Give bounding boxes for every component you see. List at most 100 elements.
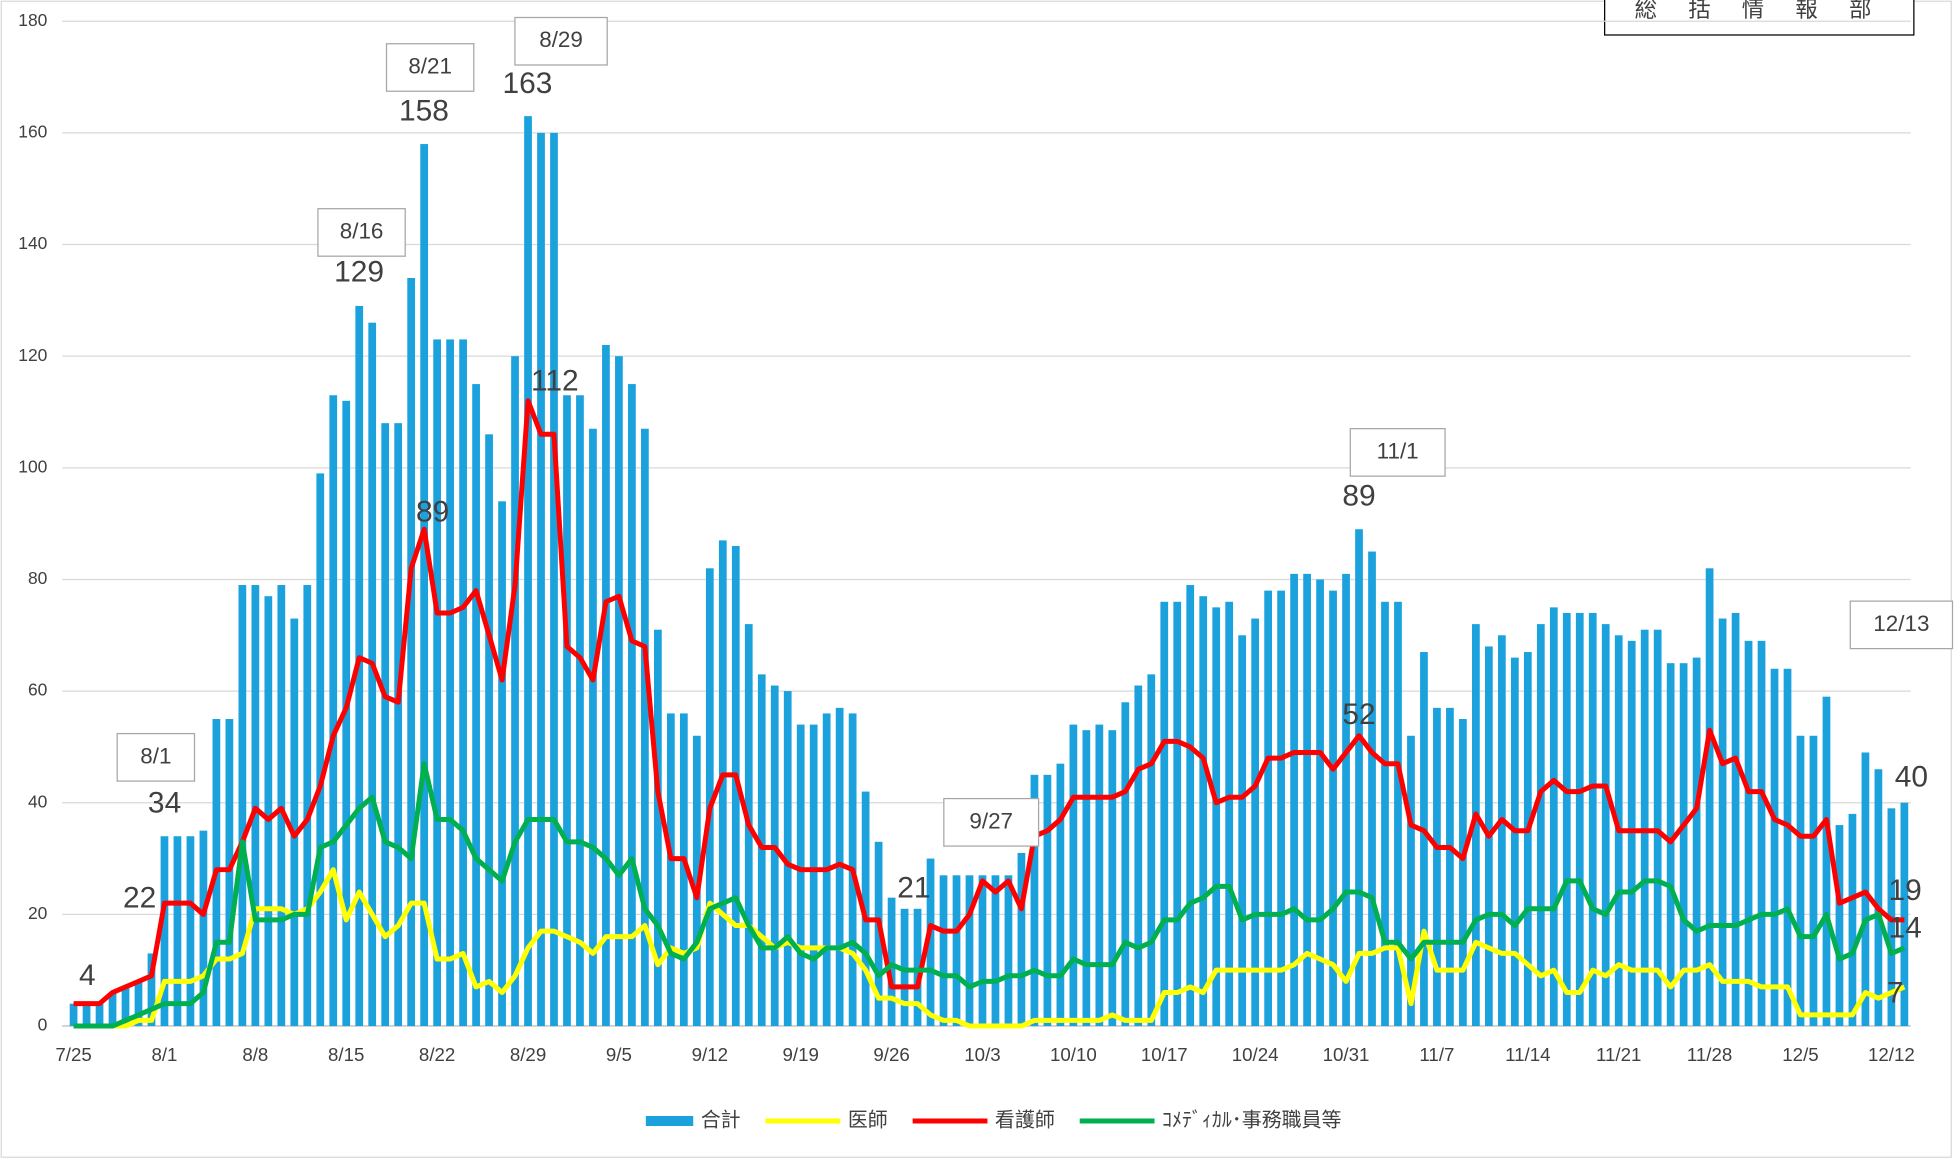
bar: [1874, 769, 1883, 1027]
bar: [1705, 568, 1714, 1027]
bar: [134, 981, 143, 1027]
callout-box: [1849, 600, 1954, 650]
bar: [1329, 590, 1337, 1027]
callout-text: 11/1: [1377, 438, 1419, 463]
bar: [576, 395, 584, 1027]
data-label: 7: [1887, 977, 1904, 1010]
bar: [381, 423, 390, 1027]
bar: [108, 992, 117, 1027]
bar: [1809, 735, 1818, 1027]
bar: [277, 585, 286, 1027]
bar: [1407, 735, 1415, 1027]
bar: [1316, 579, 1324, 1027]
bar: [1004, 875, 1013, 1027]
x-tick-label: 10/17: [1141, 1044, 1188, 1065]
y-tick-label: 120: [18, 345, 47, 365]
data-label: 21: [897, 872, 930, 905]
bar: [524, 116, 532, 1027]
bar: [1394, 601, 1402, 1027]
x-tick-label: 10/10: [1050, 1044, 1097, 1065]
callout-box: [943, 797, 1040, 847]
bar: [1264, 590, 1273, 1027]
header-note: 総 括 情 報 部: [1635, 0, 1884, 22]
bar: [1212, 607, 1221, 1027]
bar: [173, 836, 182, 1027]
bar: [978, 875, 987, 1027]
data-label: 4: [79, 959, 96, 992]
bar: [1472, 624, 1480, 1027]
data-label: 163: [502, 67, 552, 100]
y-tick-label: 180: [18, 10, 47, 30]
bar: [1277, 590, 1285, 1027]
bar: [537, 132, 545, 1027]
bar: [550, 132, 558, 1027]
bar: [809, 724, 818, 1027]
y-tick-label: 0: [38, 1015, 48, 1035]
bar: [420, 144, 429, 1027]
bar: [1355, 529, 1363, 1027]
bar: [1796, 735, 1805, 1027]
data-label: 129: [334, 256, 384, 289]
bar: [1043, 774, 1052, 1027]
bar: [757, 674, 766, 1027]
bar: [82, 1003, 91, 1027]
bar: [1861, 752, 1870, 1027]
callout-text: 9/27: [969, 808, 1013, 833]
callout-text: 8/1: [140, 743, 171, 768]
bar: [1679, 663, 1688, 1027]
bar: [498, 501, 506, 1027]
bar: [1510, 657, 1519, 1027]
bar: [900, 908, 909, 1027]
bar: [459, 339, 467, 1027]
data-label: 19: [1888, 874, 1921, 907]
bar: [718, 540, 727, 1027]
bar: [939, 875, 948, 1027]
bar: [407, 278, 416, 1027]
line: [73, 398, 1905, 1007]
bar: [628, 384, 636, 1027]
y-tick-label: 20: [28, 903, 48, 923]
bar: [1627, 640, 1636, 1027]
bar: [783, 691, 792, 1027]
bar: [1601, 624, 1610, 1027]
bar: [303, 585, 312, 1027]
bar: [225, 719, 234, 1027]
callout-text: 8/16: [340, 218, 384, 243]
bar: [316, 473, 325, 1027]
x-tick-label: 12/5: [1782, 1044, 1818, 1065]
x-tick-label: 11/14: [1505, 1044, 1550, 1065]
data-label: 158: [399, 94, 449, 127]
bar: [238, 585, 247, 1027]
x-tick-label: 7/25: [55, 1044, 91, 1065]
legend-swatch: [645, 1116, 694, 1127]
bar: [1095, 724, 1104, 1027]
x-tick-label: 11/28: [1687, 1044, 1732, 1065]
bar: [1082, 730, 1091, 1027]
callout-box: [1349, 428, 1446, 477]
bar: [1848, 813, 1857, 1027]
x-tick-label: 9/19: [782, 1044, 818, 1065]
bar: [1549, 607, 1558, 1027]
x-tick-label: 8/1: [151, 1044, 177, 1065]
x-tick-label: 12/12: [1868, 1044, 1915, 1065]
bar: [679, 713, 688, 1027]
y-tick-label: 60: [28, 680, 48, 700]
bar: [1459, 719, 1467, 1027]
bar: [1757, 640, 1766, 1027]
bar: [1718, 618, 1727, 1027]
legend-label: ｺﾒﾃﾞｨｶﾙ･事務職員等: [1162, 1108, 1342, 1131]
bar: [95, 1003, 104, 1027]
data-label: 112: [531, 364, 579, 397]
y-tick-label: 100: [18, 456, 47, 476]
bar: [835, 707, 844, 1027]
bar: [1147, 674, 1156, 1027]
line: [73, 867, 1906, 1029]
data-label: 89: [1342, 479, 1375, 512]
data-label: 22: [123, 882, 156, 915]
bar: [199, 830, 208, 1027]
x-tick-label: 9/26: [873, 1044, 909, 1065]
x-tick-label: 8/29: [510, 1044, 546, 1065]
bar: [1238, 635, 1247, 1027]
x-tick-label: 9/12: [692, 1044, 728, 1065]
